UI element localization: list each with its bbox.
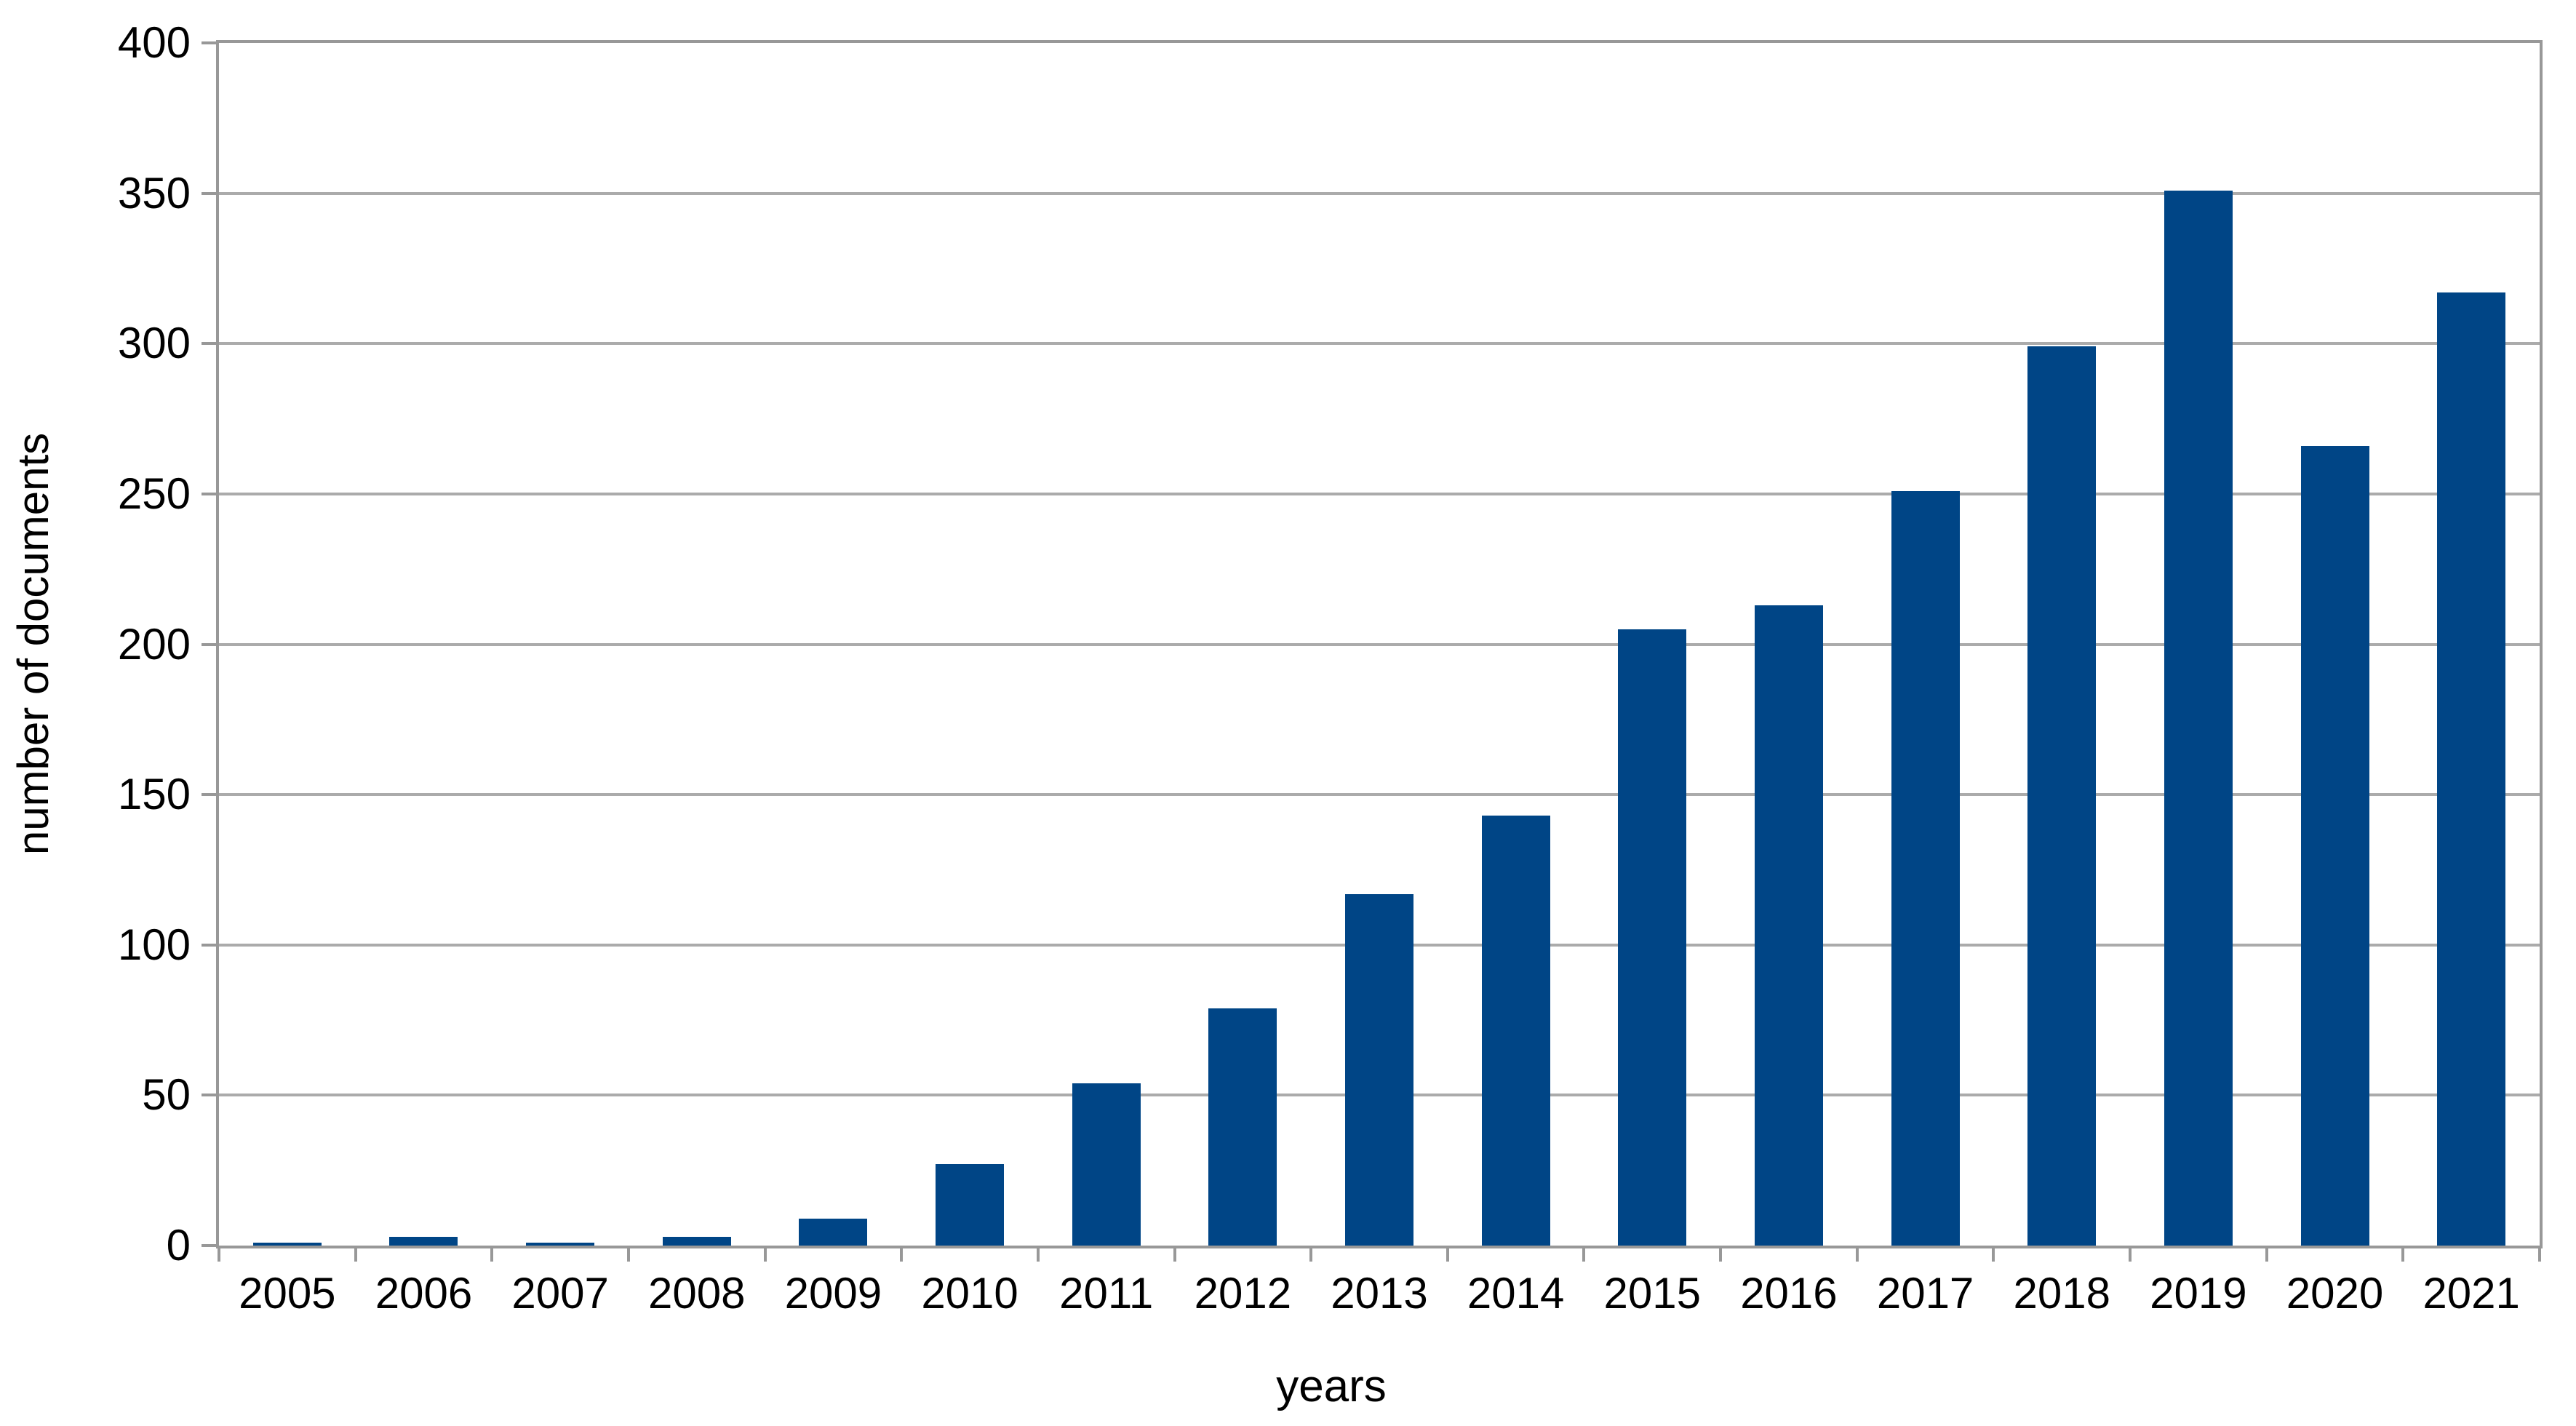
y-axis-tick-label-350: 350 [117, 168, 191, 218]
bar-2018 [2027, 346, 2097, 1246]
gridline-300 [219, 342, 2540, 346]
bar-2005 [252, 1242, 322, 1246]
x-axis-tick [1992, 1246, 1995, 1262]
bar-2017 [1891, 490, 1960, 1246]
x-axis-tick [2129, 1246, 2132, 1262]
x-axis-tick-label-2013: 2013 [1331, 1269, 1428, 1318]
bar-2014 [1481, 816, 1550, 1246]
x-axis-tick-label-2016: 2016 [1740, 1269, 1838, 1318]
x-axis-tick-label-2017: 2017 [1876, 1269, 1974, 1318]
bar-2021 [2437, 292, 2506, 1246]
y-axis-tick [202, 41, 216, 44]
bar-2020 [2300, 445, 2369, 1246]
x-axis-tick-label-2014: 2014 [1467, 1269, 1565, 1318]
y-axis-tick-label-50: 50 [142, 1070, 191, 1120]
y-axis-tick [202, 642, 216, 646]
x-axis-tick [900, 1246, 904, 1262]
x-axis-tick-label-2008: 2008 [648, 1269, 746, 1318]
y-axis-tick [202, 191, 216, 195]
bar-2016 [1754, 605, 1823, 1246]
gridline-250 [219, 492, 2540, 495]
x-axis-tick-label-2011: 2011 [1059, 1269, 1154, 1318]
x-axis-tick-label-2010: 2010 [921, 1269, 1018, 1318]
y-axis-tick [202, 342, 216, 346]
x-axis-tick-label-2005: 2005 [239, 1269, 336, 1318]
y-axis-tick [202, 793, 216, 797]
y-axis-tick-label-150: 150 [117, 770, 191, 819]
x-axis-tick [2538, 1246, 2541, 1262]
x-axis-tick-label-2007: 2007 [511, 1269, 609, 1318]
y-axis-tick-label-400: 400 [117, 18, 191, 67]
x-axis-tick [626, 1246, 630, 1262]
x-axis-tick-label-2020: 2020 [2286, 1269, 2384, 1318]
y-axis-tick-label-300: 300 [117, 319, 191, 368]
x-axis-tick [218, 1246, 220, 1262]
gridline-200 [219, 642, 2540, 646]
plot-area [216, 40, 2543, 1248]
bar-2010 [936, 1164, 1005, 1246]
x-axis-tick [1173, 1246, 1176, 1262]
x-axis-tick [1855, 1246, 1859, 1262]
x-axis-tick [2401, 1246, 2405, 1262]
bar-2019 [2164, 190, 2233, 1246]
x-axis-tick-label-2009: 2009 [784, 1269, 882, 1318]
bar-2012 [1208, 1008, 1277, 1246]
gridline-350 [219, 191, 2540, 195]
x-axis-tick [1445, 1246, 1449, 1262]
x-axis-tick [1582, 1246, 1586, 1262]
y-axis-tick-label-100: 100 [117, 920, 191, 969]
x-axis-tick [354, 1246, 357, 1262]
y-axis-tick-label-250: 250 [117, 469, 191, 518]
x-axis-tick-label-2006: 2006 [375, 1269, 473, 1318]
bar-2015 [1618, 629, 1687, 1246]
x-axis-tick-label-2019: 2019 [2150, 1269, 2247, 1318]
x-axis-tick-label-2018: 2018 [2013, 1269, 2110, 1318]
bar-2007 [526, 1242, 595, 1246]
x-axis-tick [1719, 1246, 1723, 1262]
x-axis-tick-label-2015: 2015 [1603, 1269, 1702, 1318]
bar-2013 [1345, 893, 1413, 1246]
y-axis-tick [202, 492, 216, 495]
x-axis-tick-label-2012: 2012 [1194, 1269, 1292, 1318]
x-axis-tick [490, 1246, 494, 1262]
y-axis-tick-label-0: 0 [166, 1221, 191, 1270]
bar-2011 [1072, 1083, 1141, 1246]
x-axis-tick [1036, 1246, 1040, 1262]
bar-2008 [662, 1236, 731, 1246]
gridline-150 [219, 793, 2540, 797]
x-axis-tick [2265, 1246, 2268, 1262]
x-axis-tick-label-2021: 2021 [2423, 1269, 2520, 1318]
bar-2009 [799, 1218, 868, 1246]
x-axis-title: years [1276, 1361, 1387, 1411]
y-axis-tick [202, 943, 216, 947]
y-axis-tick-label-200: 200 [117, 619, 191, 669]
y-axis-tick [202, 1094, 216, 1097]
bar-2006 [389, 1236, 458, 1246]
x-axis-tick [1309, 1246, 1313, 1262]
y-axis-tick [202, 1244, 216, 1247]
x-axis-tick [763, 1246, 767, 1262]
